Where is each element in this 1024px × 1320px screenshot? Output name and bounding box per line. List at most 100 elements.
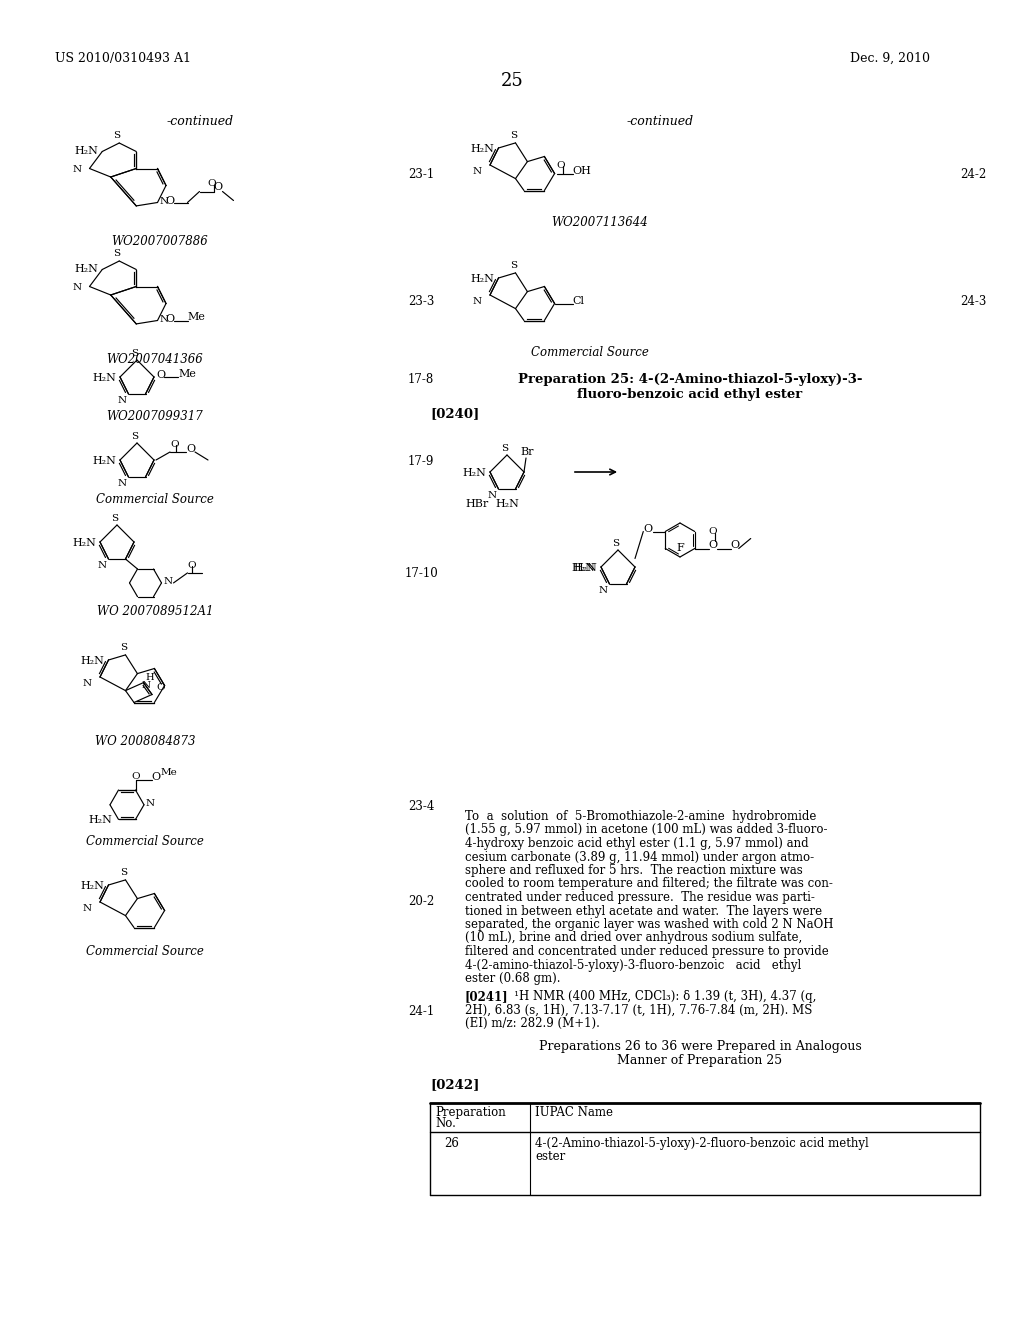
Text: Commercial Source: Commercial Source (86, 945, 204, 958)
Text: ester: ester (535, 1150, 565, 1163)
Text: No.: No. (435, 1117, 456, 1130)
Text: HBr: HBr (465, 499, 488, 510)
Text: (10 mL), brine and dried over anhydrous sodium sulfate,: (10 mL), brine and dried over anhydrous … (465, 932, 802, 945)
Text: H₂N: H₂N (495, 499, 519, 510)
Text: O: O (213, 182, 222, 193)
Text: S: S (131, 432, 138, 441)
Text: O: O (166, 195, 175, 206)
Text: S: S (120, 869, 127, 876)
Text: cesium carbonate (3.89 g, 11.94 mmol) under argon atmo-: cesium carbonate (3.89 g, 11.94 mmol) un… (465, 850, 814, 863)
Text: 2H), 6.83 (s, 1H), 7.13-7.17 (t, 1H), 7.76-7.84 (m, 2H). MS: 2H), 6.83 (s, 1H), 7.13-7.17 (t, 1H), 7.… (465, 1003, 812, 1016)
Text: Br: Br (520, 447, 534, 457)
Text: H₂N: H₂N (72, 539, 96, 548)
Text: S: S (112, 513, 119, 523)
Text: O: O (187, 561, 197, 570)
Text: O: O (731, 540, 740, 550)
Text: S: S (131, 348, 138, 358)
Text: N: N (141, 681, 151, 689)
Text: N: N (146, 799, 155, 808)
Text: 4-hydroxy benzoic acid ethyl ester (1.1 g, 5.97 mmol) and: 4-hydroxy benzoic acid ethyl ester (1.1 … (465, 837, 809, 850)
Text: WO2007113644: WO2007113644 (552, 216, 648, 228)
Text: 26: 26 (444, 1137, 460, 1150)
Text: 20-2: 20-2 (408, 895, 434, 908)
Text: WO 2007089512A1: WO 2007089512A1 (96, 605, 213, 618)
Text: 24-3: 24-3 (961, 294, 986, 308)
Text: O: O (709, 540, 718, 550)
Text: H₂N: H₂N (573, 564, 597, 573)
Text: S: S (113, 131, 120, 140)
Text: H₂N: H₂N (75, 264, 98, 275)
Text: F: F (676, 543, 684, 553)
Text: N: N (73, 282, 82, 292)
Text: WO 2008084873: WO 2008084873 (95, 735, 196, 748)
Text: 4-(2-Amino-thiazol-5-yloxy)-2-fluoro-benzoic acid methyl: 4-(2-Amino-thiazol-5-yloxy)-2-fluoro-ben… (535, 1137, 868, 1150)
Text: S: S (120, 643, 127, 652)
Text: 17-8: 17-8 (408, 374, 434, 385)
Text: Preparation 25: 4-(2-Amino-thiazol-5-yloxy)-3-: Preparation 25: 4-(2-Amino-thiazol-5-ylo… (518, 374, 862, 385)
Text: 24-2: 24-2 (961, 168, 986, 181)
Text: H₂N: H₂N (470, 275, 495, 284)
Text: N: N (97, 561, 106, 570)
Text: Manner of Preparation 25: Manner of Preparation 25 (617, 1053, 782, 1067)
Text: N: N (473, 297, 482, 306)
Text: S: S (510, 261, 517, 269)
Text: 4-(2-amino-thiazol-5-yloxy)-3-fluoro-benzoic   acid   ethyl: 4-(2-amino-thiazol-5-yloxy)-3-fluoro-ben… (465, 958, 801, 972)
Text: sphere and refluxed for 5 hrs.  The reaction mixture was: sphere and refluxed for 5 hrs. The react… (465, 865, 803, 876)
Text: N: N (487, 491, 497, 500)
Text: Preparation: Preparation (435, 1106, 506, 1119)
Text: N: N (73, 165, 82, 173)
Text: [0240]: [0240] (430, 407, 479, 420)
Text: tioned in between ethyl acetate and water.  The layers were: tioned in between ethyl acetate and wate… (465, 904, 822, 917)
Text: US 2010/0310493 A1: US 2010/0310493 A1 (55, 51, 191, 65)
Text: N: N (83, 678, 92, 688)
Text: N: N (160, 315, 169, 325)
Text: S: S (502, 444, 509, 453)
Text: H₂N: H₂N (92, 374, 116, 383)
Text: Commercial Source: Commercial Source (531, 346, 649, 359)
Text: To  a  solution  of  5-Bromothiazole-2-amine  hydrobromide: To a solution of 5-Bromothiazole-2-amine… (465, 810, 816, 822)
Text: H₂N: H₂N (571, 564, 595, 573)
Text: Commercial Source: Commercial Source (86, 836, 204, 847)
Text: H₂N: H₂N (470, 144, 495, 154)
Text: filtered and concentrated under reduced pressure to provide: filtered and concentrated under reduced … (465, 945, 828, 958)
Text: N: N (598, 586, 607, 595)
Text: N: N (118, 396, 127, 405)
Text: [0242]: [0242] (430, 1078, 479, 1092)
Text: 25: 25 (501, 73, 523, 90)
Text: H₂N: H₂N (88, 816, 113, 825)
Text: O: O (170, 440, 178, 449)
Text: O: O (156, 682, 165, 692)
Text: OH: OH (572, 165, 592, 176)
Text: N: N (164, 577, 173, 586)
Text: S: S (612, 539, 620, 548)
Text: O: O (557, 161, 565, 170)
Text: N: N (473, 168, 482, 176)
Text: 23-4: 23-4 (408, 800, 434, 813)
Text: N: N (160, 198, 169, 206)
Text: O: O (208, 180, 216, 189)
Text: H₂N: H₂N (81, 656, 104, 667)
Text: 17-10: 17-10 (406, 568, 438, 579)
Text: O: O (152, 772, 161, 781)
Text: WO2007099317: WO2007099317 (106, 411, 204, 422)
Text: [0241]: [0241] (465, 990, 509, 1003)
Text: Me: Me (161, 768, 177, 777)
Text: Dec. 9, 2010: Dec. 9, 2010 (850, 51, 930, 65)
Text: H₂N: H₂N (462, 469, 485, 478)
Text: Preparations 26 to 36 were Prepared in Analogous: Preparations 26 to 36 were Prepared in A… (539, 1040, 861, 1053)
Text: H₂N: H₂N (92, 455, 116, 466)
Text: O: O (131, 772, 140, 781)
Text: H: H (145, 673, 155, 681)
Text: WO2007041366: WO2007041366 (106, 352, 204, 366)
Text: O: O (186, 444, 196, 454)
Text: O: O (166, 314, 175, 323)
Text: WO2007007886: WO2007007886 (112, 235, 208, 248)
Text: separated, the organic layer was washed with cold 2 N NaOH: separated, the organic layer was washed … (465, 917, 834, 931)
Text: -continued: -continued (627, 115, 693, 128)
Text: N: N (118, 479, 127, 488)
Text: 17-9: 17-9 (408, 455, 434, 469)
Text: S: S (510, 131, 517, 140)
Text: 24-1: 24-1 (408, 1005, 434, 1018)
Text: Commercial Source: Commercial Source (96, 492, 214, 506)
Text: 23-1: 23-1 (408, 168, 434, 181)
